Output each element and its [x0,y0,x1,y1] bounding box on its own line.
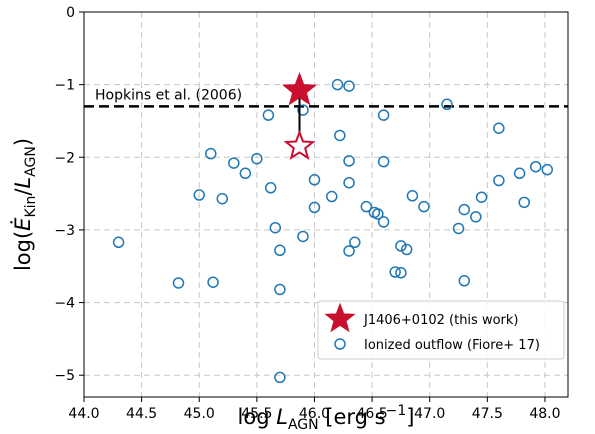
fiore-outflow-point [251,152,263,165]
y-tick-label: 0 [66,5,75,21]
fiore-outflow-point [228,157,240,169]
tick-layer: 44.0 44.5 45.0 45.5 46.0 46.5 47.0 47.5 48.0 0 −1 −… [54,5,560,422]
legend-entry-this-work: J1406+0102 (this work) [363,313,518,328]
fiore-outflow-point [343,155,355,167]
fiore-outflow-point [541,163,554,176]
fiore-outflow-point [297,230,309,243]
fiore-outflow-point [493,174,505,187]
fiore-outflow-point [334,129,346,142]
fiore-outflow-point [274,371,286,384]
fiore-outflow-point [207,276,219,288]
fiore-outflow-point [172,277,185,289]
fiore-outflow-point [264,182,277,194]
fiore-outflow-point [470,211,482,223]
legend: J1406+0102 (this work) Ionized outflow (… [317,300,565,360]
fiore-outflow-point [343,176,355,189]
legend-box [317,300,565,360]
x-tick-label: 44.0 [68,406,99,422]
fiore-outflow-point [395,240,407,252]
fiore-outflow-point [377,216,390,228]
fiore-outflow-point [513,167,526,180]
fiore-outflow-point [377,155,390,168]
fiore-outflow-point [418,200,430,213]
legend-entry-fiore: Ionized outflow (Fiore+ 17) [364,338,540,353]
fiore-outflow-point [458,203,471,216]
fiore-outflow-point [331,78,344,91]
fiore-outflow-point [395,267,407,279]
fiore-outflow-point [216,192,229,205]
legend-open-circle-marker [334,338,346,350]
fiore-outflow-point [239,167,252,180]
y-tick-label: −4 [54,296,75,312]
y-tick-label: −3 [54,223,75,239]
fiore-outflow-point [262,109,275,121]
x-tick-label: 48.0 [529,406,560,422]
fiore-outflow-point [205,147,217,160]
y-tick-label: −5 [54,368,75,384]
fiore-outflow-point [269,221,282,234]
fiore-outflow-point [112,236,125,249]
x-tick-label: 46.0 [299,406,330,422]
y-tick-label: −1 [54,78,75,94]
fiore-outflow-point [400,243,413,256]
y-axis-label: log(ĖKin/LAGN) [10,138,39,271]
plot-frame [83,11,569,398]
j1406-filled-star-point [281,72,318,106]
fiore-outflow-point [349,236,361,249]
y-tick-label: −2 [54,150,75,166]
fiore-outflow-point [475,191,488,203]
fiore-outflow-point [493,122,505,134]
fiore-outflow-point [452,222,465,235]
fiore-outflow-point [297,104,309,116]
fiore-outflow-point [529,160,542,173]
data-points-layer [112,72,554,384]
x-axis-label: log LAGN [erg s−1] [238,403,415,433]
fiore-outflow-point [326,190,338,203]
fiore-outflow-point [308,201,321,214]
fiore-outflow-point [377,109,390,121]
fiore-outflow-point [518,196,530,209]
fiore-outflow-point [406,190,419,202]
x-tick-label: 45.5 [241,406,272,422]
x-tick-label: 47.0 [414,406,445,422]
reference-line-label: Hopkins et al. (2006) [95,87,242,103]
fiore-outflow-point [372,208,384,220]
fiore-outflow-point [274,283,286,296]
fiore-outflow-point [343,245,355,257]
fiore-outflow-point [193,189,205,201]
fiore-outflow-point [458,275,471,287]
legend-filled-star-marker [324,302,356,333]
fiore-outflow-point [274,244,286,257]
fiore-outflow-point [308,174,321,186]
fiore-outflow-point [441,98,453,111]
x-tick-label: 46.5 [357,406,388,422]
fiore-outflow-point [343,80,355,92]
j1406-open-star-point [283,129,316,160]
fiore-outflow-point [389,266,401,278]
x-tick-label: 47.5 [472,406,503,422]
x-tick-label: 44.5 [126,406,157,422]
fiore-outflow-point [360,200,373,213]
x-tick-label: 45.0 [184,406,215,422]
